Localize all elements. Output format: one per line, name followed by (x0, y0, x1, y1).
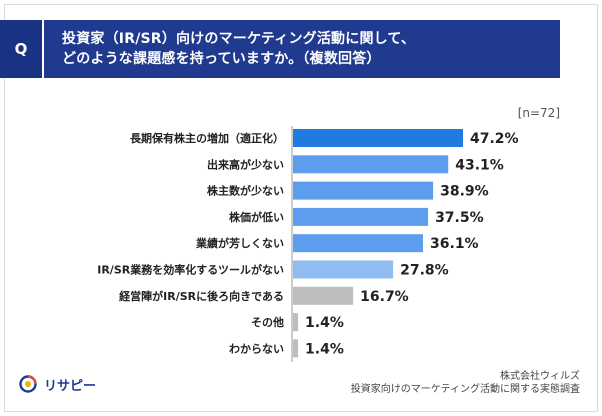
brand-logo: リサピー (18, 374, 96, 394)
category-label: 出来高が少ない (207, 157, 284, 171)
value-label: 1.4% (305, 341, 344, 357)
brand-name: リサピー (44, 378, 97, 394)
value-label: 37.5% (435, 210, 484, 226)
source-note: 株式会社ウィルズ 投資家向けのマーケティング活動に関する実態調査 (351, 370, 580, 396)
question-text: 投資家（IR/SR）向けのマーケティング活動に関して、 どのような課題感を持って… (44, 29, 415, 69)
bar-2 (293, 155, 449, 174)
bar-4 (293, 207, 429, 226)
bar-3 (293, 181, 434, 200)
value-label: 36.1% (430, 236, 479, 252)
category-label: 業績が芳しくない (195, 236, 284, 250)
value-label: 38.9% (440, 184, 489, 200)
bar-9 (293, 339, 299, 358)
bar-5 (293, 234, 424, 253)
brand-mark-icon (19, 375, 37, 393)
category-label: わからない (229, 342, 284, 355)
question-line-2: どのような課題感を持っていますか。（複数回答） (62, 51, 381, 67)
category-label: 経営陣がIR/SRに後ろ向きである (119, 289, 284, 303)
value-label: 43.1% (455, 157, 504, 173)
category-label: 株価が低い (229, 210, 284, 224)
sample-size-note: [n=72] (517, 106, 560, 120)
value-label: 27.8% (400, 263, 449, 279)
question-line-1: 投資家（IR/SR）向けのマーケティング活動に関して、 (62, 31, 416, 47)
source-company: 株式会社ウィルズ (500, 371, 580, 382)
category-label: その他 (251, 315, 284, 329)
value-label: 47.2% (470, 131, 519, 147)
bar-8 (293, 313, 299, 332)
category-label: IR/SR業務を効率化するツールがない (97, 263, 284, 277)
source-survey: 投資家向けのマーケティング活動に関する実態調査 (350, 384, 580, 395)
q-badge: Q (0, 20, 44, 78)
bar-1 (293, 129, 463, 147)
bar-7 (293, 286, 354, 305)
category-label: 株主数が少ない (207, 184, 284, 198)
question-header: Q 投資家（IR/SR）向けのマーケティング活動に関して、 どのような課題感を持… (0, 20, 560, 78)
bar-6 (293, 260, 394, 279)
value-label: 16.7% (360, 289, 409, 305)
value-label: 1.4% (305, 315, 344, 331)
category-label: 長期保有株主の増加（適正化） (130, 131, 284, 145)
